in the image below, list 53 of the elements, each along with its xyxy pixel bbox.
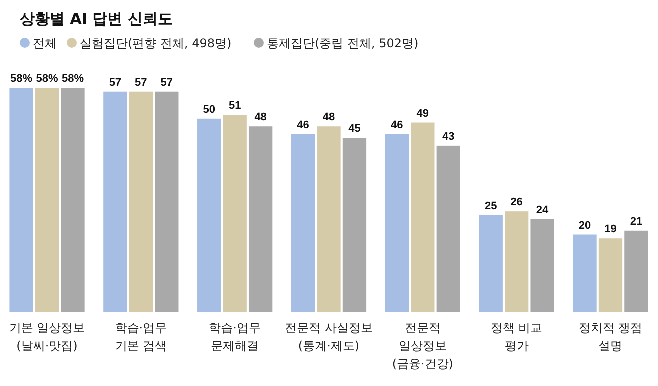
x-tick-label: 학습·업무 문제해결 — [209, 321, 261, 353]
data-label: 50 — [203, 104, 216, 116]
bar — [10, 88, 34, 312]
bar — [291, 134, 316, 312]
bar — [598, 238, 623, 312]
data-label: 26 — [510, 196, 523, 209]
bar — [530, 219, 554, 312]
x-tick-label: 전문적 사실정보 (통계·제도) — [285, 321, 373, 353]
x-tick-label: 학습·업무 기본 검색 — [115, 321, 168, 353]
bar — [198, 118, 222, 312]
legend-label: 실험집단(편향 전체, 498명) — [80, 36, 232, 50]
legend-label: 전체 — [33, 36, 57, 50]
data-label: 46 — [391, 119, 404, 132]
bar — [573, 234, 597, 312]
x-tick-label: 정치적 쟁점 설명 — [578, 321, 643, 353]
bar — [342, 138, 367, 312]
x-tick-label: 정책 비교 평가 — [490, 321, 543, 353]
bar — [223, 115, 247, 312]
bar — [504, 212, 529, 312]
data-label: 25 — [484, 200, 498, 212]
bar — [155, 92, 179, 312]
data-label: 43 — [442, 130, 455, 143]
bar — [35, 88, 60, 312]
data-label: 58% — [10, 73, 33, 85]
x-tick-label: 기본 일상정보 (날씨·맛집) — [9, 321, 86, 353]
bar — [104, 92, 128, 312]
data-label: 58% — [36, 73, 58, 85]
data-label: 21 — [630, 216, 643, 228]
x-tick-label: 전문적 일상정보 (금융·건강) — [392, 321, 454, 371]
data-label: 57 — [135, 76, 148, 89]
bar — [479, 215, 503, 312]
chart-title: 상황별 AI 답변 신뢰도 — [20, 10, 173, 28]
data-label: 45 — [348, 123, 361, 136]
data-label: 19 — [604, 224, 617, 236]
data-label: 46 — [297, 119, 310, 132]
data-label: 20 — [578, 220, 592, 232]
data-label: 57 — [109, 76, 122, 89]
data-label: 58% — [62, 73, 84, 85]
data-label: 49 — [416, 108, 430, 120]
bar — [436, 146, 460, 312]
data-label: 51 — [228, 100, 242, 112]
data-label: 24 — [536, 204, 550, 216]
data-label: 57 — [160, 76, 174, 89]
bar — [129, 92, 154, 312]
bar — [385, 134, 410, 312]
data-label: 48 — [254, 112, 267, 124]
bar — [411, 122, 435, 312]
bar — [317, 126, 341, 312]
legend-label: 통제집단(중립 전체, 502명) — [267, 36, 419, 50]
data-label: 48 — [322, 112, 336, 124]
bar — [248, 126, 273, 312]
bar — [61, 88, 85, 312]
bar — [624, 230, 648, 312]
